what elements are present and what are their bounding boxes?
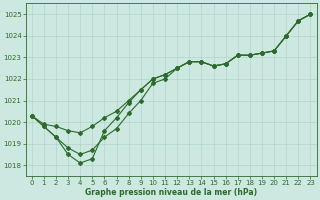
X-axis label: Graphe pression niveau de la mer (hPa): Graphe pression niveau de la mer (hPa)	[85, 188, 257, 197]
